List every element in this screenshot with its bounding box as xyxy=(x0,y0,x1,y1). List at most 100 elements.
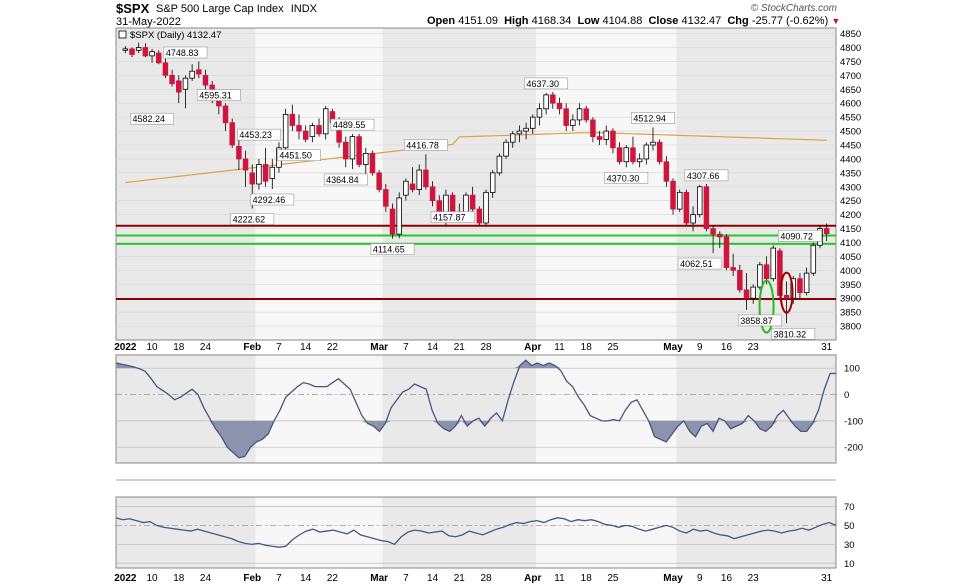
high-value: 4168.34 xyxy=(531,15,572,27)
y-tick-label: 3950 xyxy=(840,280,861,291)
x-tick-label: 14 xyxy=(427,342,439,353)
y-tick-label: 4000 xyxy=(840,266,861,277)
candle-body xyxy=(556,102,563,110)
y-tick-label: -100 xyxy=(844,416,863,427)
candle-body xyxy=(730,267,736,271)
close-label: Close xyxy=(648,15,679,27)
candle-body xyxy=(142,47,149,57)
annotation-box xyxy=(404,139,448,151)
annotation-label: 4637.30 xyxy=(527,79,560,89)
candle-body xyxy=(489,172,496,193)
y-tick-label: 3800 xyxy=(840,322,861,333)
panel-frame xyxy=(115,354,837,464)
annotation-label: 4453.23 xyxy=(239,130,272,140)
down-arrow-icon: ▼ xyxy=(831,16,841,26)
month-band xyxy=(676,355,836,463)
x-tick-label: 7 xyxy=(403,342,409,353)
candle-body xyxy=(610,130,616,149)
annotation-label: 4364.84 xyxy=(326,175,359,185)
legend-label: $SPX (Daily) 4132.47 xyxy=(130,30,221,41)
x-tick-label: 23 xyxy=(748,342,760,353)
x-tick-label: 10 xyxy=(146,573,158,584)
month-band xyxy=(116,497,256,568)
candle-body xyxy=(656,141,663,163)
candle-body xyxy=(129,48,135,55)
candle-body xyxy=(683,191,690,224)
candle-body xyxy=(383,189,389,207)
candle-body xyxy=(797,278,803,294)
annotation-label: 4451.50 xyxy=(279,151,312,161)
y-tick-label: 4300 xyxy=(840,182,861,193)
candle-body xyxy=(603,130,609,140)
month-band xyxy=(255,497,383,568)
highlight-ellipse-red xyxy=(779,271,794,314)
close-value: 4132.47 xyxy=(681,15,722,27)
candle-body xyxy=(750,286,756,299)
annotation-label: 4595.31 xyxy=(199,91,232,101)
x-tick-label: 21 xyxy=(454,342,466,353)
x-tick-label: 25 xyxy=(607,573,619,584)
panel-frame xyxy=(115,27,837,341)
y-tick-label: 4350 xyxy=(840,168,861,179)
candle-body xyxy=(396,197,402,235)
candle-body xyxy=(256,164,262,185)
candle-body xyxy=(169,74,175,85)
annotation-label: 4416.78 xyxy=(406,140,439,150)
annotation-label: 4370.30 xyxy=(607,173,640,183)
candle-body xyxy=(563,108,569,126)
annotation-box xyxy=(778,229,822,242)
annotation-box xyxy=(277,149,321,162)
x-tick-label: Feb xyxy=(243,342,261,353)
low-label: Low xyxy=(577,15,600,27)
candle-body xyxy=(343,141,349,160)
candle-body xyxy=(282,113,289,149)
annotation-box xyxy=(330,118,375,131)
open-value: 4151.09 xyxy=(458,15,498,27)
candle-body xyxy=(322,108,329,135)
candle-body xyxy=(369,152,376,174)
y-tick-label: 4550 xyxy=(840,113,861,124)
brand: © StockCharts.com xyxy=(750,3,837,14)
y-tick-label: 4750 xyxy=(840,57,861,68)
candle-body xyxy=(536,108,543,118)
annotation-label: 4157.87 xyxy=(433,213,466,223)
y-tick-label: 4800 xyxy=(840,43,861,54)
annotation-box xyxy=(737,314,782,327)
oversold-fill xyxy=(116,420,836,458)
candle-body xyxy=(289,113,296,126)
legend-swatch xyxy=(118,30,127,39)
candle-body xyxy=(616,147,623,163)
candle-body xyxy=(516,130,523,135)
candle-body xyxy=(376,172,382,190)
candle-body xyxy=(409,183,416,190)
high-label: High xyxy=(504,15,529,27)
annotation-label: 3858.87 xyxy=(740,316,773,326)
x-tick-label: 7 xyxy=(276,342,282,353)
annotation-box xyxy=(771,327,816,340)
candle-body xyxy=(570,119,576,126)
x-tick-label: 18 xyxy=(173,573,185,584)
annotation-box xyxy=(677,257,722,270)
candle-body xyxy=(743,289,750,299)
candle-body xyxy=(583,108,589,121)
annotation-label: 4512.94 xyxy=(633,113,666,123)
candle-body xyxy=(269,166,276,179)
candle-body xyxy=(643,144,650,160)
open-label: Open xyxy=(427,15,456,27)
x-tick-label: Mar xyxy=(370,342,388,353)
y-tick-label: 4500 xyxy=(840,127,861,138)
x-tick-label: 25 xyxy=(607,342,619,353)
y-tick-label: 4700 xyxy=(840,71,861,82)
x-tick-label: 31 xyxy=(821,573,833,584)
annotation-label: 4222.62 xyxy=(233,215,266,225)
candle-body xyxy=(389,208,396,235)
candle-body xyxy=(590,119,596,138)
annotation-box xyxy=(196,89,241,101)
candle-body xyxy=(523,127,529,132)
annotation-box xyxy=(237,128,281,141)
candle-body xyxy=(196,69,202,75)
candle-body xyxy=(262,164,269,182)
annotation-box xyxy=(524,77,569,90)
x-tick-label: May xyxy=(663,342,683,353)
